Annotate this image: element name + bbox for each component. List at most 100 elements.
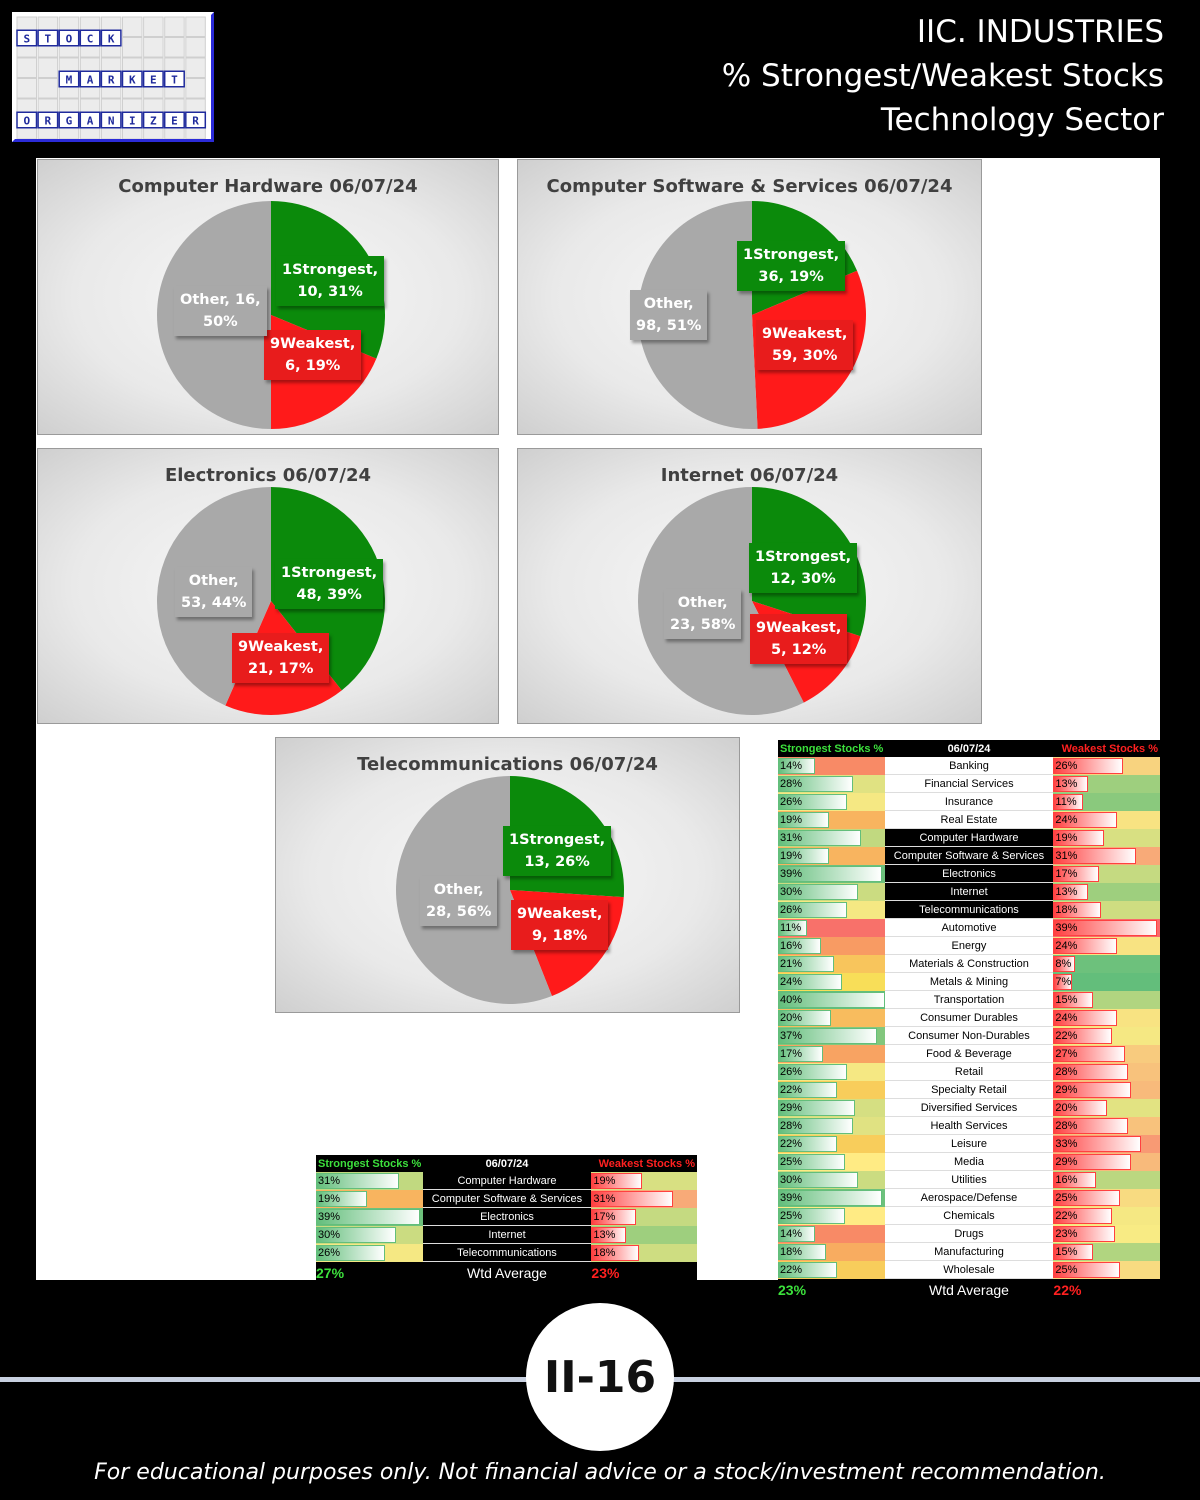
disclaimer-footer: For educational purposes only. Not finan…: [94, 1460, 1106, 1485]
strongest-databar: [778, 775, 853, 792]
weakest-databar: [1053, 883, 1089, 900]
pie-data-label-other: Other, 98, 51%: [630, 290, 708, 340]
logo-letter: N: [108, 114, 115, 127]
pct-value: 21%: [780, 957, 803, 970]
pct-value: 22%: [780, 1083, 803, 1096]
pie-data-label-9weakest: 9Weakest, 21, 17%: [232, 633, 330, 683]
strongest-databar: [778, 1027, 877, 1044]
avg-weakest: 22%: [1053, 1281, 1082, 1298]
strongest-databar: [778, 1171, 858, 1188]
strongest-pct-cell: 24%: [778, 972, 885, 991]
weakest-databar: [591, 1226, 626, 1243]
pct-value: 16%: [780, 939, 803, 952]
logo-letter-box: [142, 111, 164, 129]
strongest-databar: [778, 973, 842, 990]
weakest-pct-cell: 24%: [1053, 810, 1160, 829]
strongest-databar: [778, 1099, 856, 1116]
pie-title: Electronics 06/07/24: [164, 465, 372, 486]
table-row: 26% Telecommunications 18%: [316, 1243, 697, 1262]
logo-letter-box: [79, 111, 101, 129]
industry-name: Utilities: [884, 1170, 1054, 1189]
weakest-databar: [1053, 1117, 1129, 1134]
strongest-pct-cell: 22%: [778, 1080, 885, 1099]
strongest-pct-cell: 31%: [778, 828, 885, 847]
pct-value: 14%: [780, 1227, 803, 1240]
weakest-pct-cell: 22%: [1053, 1026, 1160, 1045]
logo-grid-cell: [185, 78, 206, 99]
logo-letter-box: [16, 111, 38, 129]
strongest-databar: [316, 1244, 386, 1261]
table-row: 22% Wholesale 25%: [778, 1260, 1160, 1279]
table-row: 28% Financial Services 13%: [778, 774, 1160, 793]
weakest-databar: [1053, 1027, 1113, 1044]
pct-value: 28%: [1055, 1065, 1078, 1078]
pct-value: 17%: [780, 1047, 803, 1060]
weakest-pct-cell: 26%: [1053, 757, 1160, 775]
weakest-databar: [1053, 847, 1137, 864]
pct-value: 17%: [593, 1210, 616, 1223]
pct-value: 8%: [1055, 957, 1072, 970]
weakest-pct-cell: 28%: [1053, 1116, 1160, 1135]
strongest-databar: [778, 793, 848, 810]
table-row: 19% Computer Software & Services 31%: [778, 846, 1160, 865]
logo-letter-box: [37, 111, 59, 129]
pct-value: 18%: [780, 1245, 803, 1258]
table-row: 22% Specialty Retail 29%: [778, 1080, 1160, 1099]
logo-letter-box: [100, 29, 122, 47]
pie-data-label-other: Other, 23, 58%: [664, 589, 742, 639]
strongest-databar: [778, 758, 816, 774]
pie-data-label-9weakest: 9Weakest, 59, 30%: [756, 320, 854, 370]
pct-value: 31%: [593, 1192, 616, 1205]
page-header: IIC. INDUSTRIES % Strongest/Weakest Stoc…: [722, 10, 1164, 142]
strongest-pct-cell: 39%: [778, 1188, 885, 1207]
strongest-databar: [778, 1225, 816, 1242]
pct-value: 24%: [1055, 1011, 1078, 1024]
weakest-pct-cell: 7%: [1053, 972, 1160, 991]
logo-letter: M: [66, 73, 73, 86]
table-row: 30% Utilities 16%: [778, 1170, 1160, 1189]
strongest-databar: [316, 1208, 420, 1225]
pct-value: 15%: [1055, 1245, 1078, 1258]
weakest-databar: [1053, 1099, 1107, 1116]
strongest-databar: [778, 1135, 837, 1152]
pct-value: 22%: [780, 1263, 803, 1276]
pct-value: 19%: [780, 813, 803, 826]
logo-letter-box: [142, 70, 164, 88]
pct-value: 31%: [780, 831, 803, 844]
weakest-databar: [1053, 973, 1073, 990]
strongest-pct-cell: 16%: [778, 936, 885, 955]
weakest-databar: [1053, 1153, 1131, 1170]
logo-letter-box: [79, 70, 101, 88]
weakest-databar: [1053, 1063, 1129, 1080]
table-row: 30% Internet 13%: [316, 1225, 697, 1244]
pie-chart-telecommunications: Telecommunications 06/07/24 1Strongest, 13…: [275, 737, 740, 1013]
industry-name: Diversified Services: [884, 1098, 1054, 1117]
table-row: 26% Retail 28%: [778, 1062, 1160, 1081]
pct-value: 14%: [780, 759, 803, 772]
pie-chart-computer-software: Computer Software & Services 06/07/24 1St…: [517, 159, 982, 435]
strongest-pct-cell: 21%: [778, 954, 885, 973]
pct-value: 29%: [1055, 1155, 1078, 1168]
logo-letter: E: [150, 73, 157, 86]
weighted-average-row: 27% Wtd Average 23%: [316, 1262, 697, 1285]
strongest-pct-cell: 14%: [778, 1224, 885, 1243]
weakest-databar: [1053, 919, 1158, 936]
strongest-databar: [778, 991, 885, 1008]
strongest-databar: [778, 1081, 837, 1098]
pct-value: 20%: [780, 1011, 803, 1024]
strongest-databar: [778, 883, 858, 900]
pct-value: 19%: [780, 849, 803, 862]
industry-summary-table: Strongest Stocks % 06/07/24 Weakest Stocks…: [778, 740, 1160, 1301]
pct-value: 26%: [1055, 759, 1078, 772]
logo-grid-cell: [185, 37, 206, 58]
pie-svg: [157, 201, 385, 429]
industry-name: Chemicals: [884, 1206, 1054, 1225]
strongest-pct-cell: 26%: [316, 1243, 423, 1262]
strongest-pct-cell: 28%: [778, 1116, 885, 1135]
pct-value: 25%: [1055, 1191, 1078, 1204]
logo-letter-box: [58, 70, 80, 88]
logo-letter-box: [16, 29, 38, 47]
weakest-pct-cell: 19%: [1053, 828, 1160, 847]
strongest-databar: [778, 1117, 853, 1134]
weakest-pct-cell: 13%: [1053, 882, 1160, 901]
